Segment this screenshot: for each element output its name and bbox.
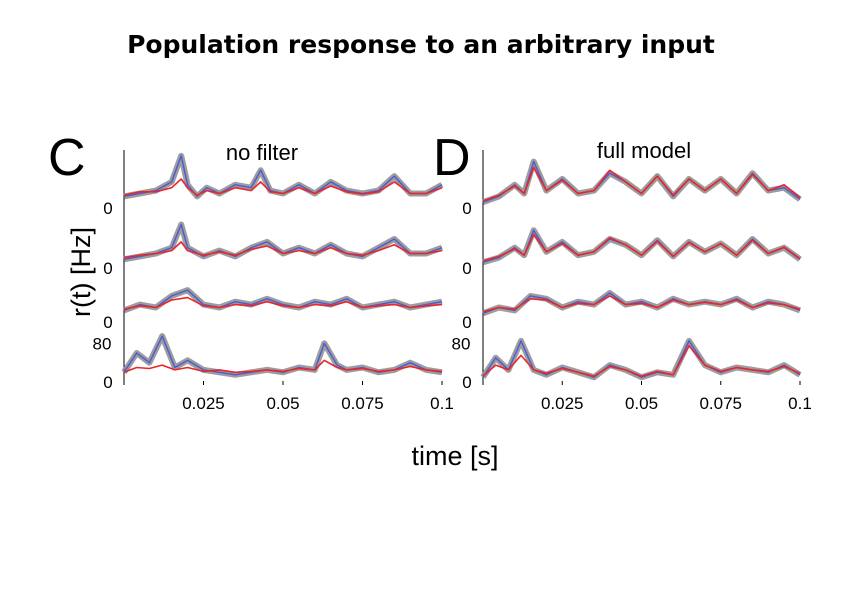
panel-c-plot: 0 0 0 0 80 0.025 0.05 0.075 0.1 xyxy=(93,150,454,413)
panel-letter-d: D xyxy=(433,129,471,187)
x-axis-label: time [s] xyxy=(411,441,498,471)
panel-d-row-3-ytick-0: 0 xyxy=(462,313,471,332)
panel-letter-c: C xyxy=(48,129,86,187)
panel-c-row-4-model-line xyxy=(123,359,443,374)
panel-c-row-3-data-line xyxy=(123,289,443,312)
panel-d: D full model 0 0 0 0 80 0.025 0.05 0.075 0.1 xyxy=(433,129,812,413)
panel-c-row-4-ytick-0: 0 xyxy=(103,373,112,392)
panel-d-row-1-data-band xyxy=(481,158,802,206)
panel-c-row-2-ytick-0: 0 xyxy=(103,259,112,278)
y-axis-label: r(t) [Hz] xyxy=(66,227,96,317)
panel-d-row-2-ytick-0: 0 xyxy=(462,259,471,278)
panel-d-row-1-model-line xyxy=(482,166,801,202)
panel-d-row-4-ytick-80: 80 xyxy=(452,334,471,353)
panel-d-row-4-data-band xyxy=(480,337,802,381)
panel-d-row-3-model-line xyxy=(482,295,801,313)
panel-d-xtick-0.1: 0.1 xyxy=(788,394,812,413)
panel-d-plot: 0 0 0 0 80 0.025 0.05 0.075 0.1 xyxy=(452,150,812,413)
panel-c-xtick-0.1: 0.1 xyxy=(430,394,454,413)
panel-title-d: full model xyxy=(597,138,691,163)
panel-title-c: no filter xyxy=(226,140,298,165)
panel-d-row-1-ytick-0: 0 xyxy=(462,199,471,218)
panel-c-xtick-0.075: 0.075 xyxy=(341,394,384,413)
panel-d-xtick-0.075: 0.075 xyxy=(699,394,742,413)
panel-d-row-2-model-line xyxy=(482,233,801,262)
panel-c-xtick-0.05: 0.05 xyxy=(266,394,299,413)
panel-d-xtick-0.025: 0.025 xyxy=(541,394,584,413)
panel-c-row-2-data-line xyxy=(123,223,443,260)
panel-d-row-4-model-line xyxy=(482,344,801,378)
panel-d-row-4-ytick-0: 0 xyxy=(462,373,471,392)
panel-c-row-1-data-line xyxy=(123,155,443,198)
panel-c-row-3-model-line xyxy=(123,296,443,310)
panel-c-row-3-ytick-0: 0 xyxy=(103,313,112,332)
panel-c-row-4-ytick-80: 80 xyxy=(93,334,112,353)
panel-c-row-1-ytick-0: 0 xyxy=(103,199,112,218)
panel-c-xtick-0.025: 0.025 xyxy=(182,394,225,413)
panel-c: C no filter 0 0 0 0 80 0.025 0.05 0.075 0.1 xyxy=(48,129,454,413)
panel-d-xtick-0.05: 0.05 xyxy=(625,394,658,413)
panel-c-row-2-model-line xyxy=(123,241,443,259)
page-title: Population response to an arbitrary inpu… xyxy=(127,30,715,59)
panel-c-row-1-model-line xyxy=(123,178,443,196)
panel-d-row-2-data-band xyxy=(482,227,802,266)
